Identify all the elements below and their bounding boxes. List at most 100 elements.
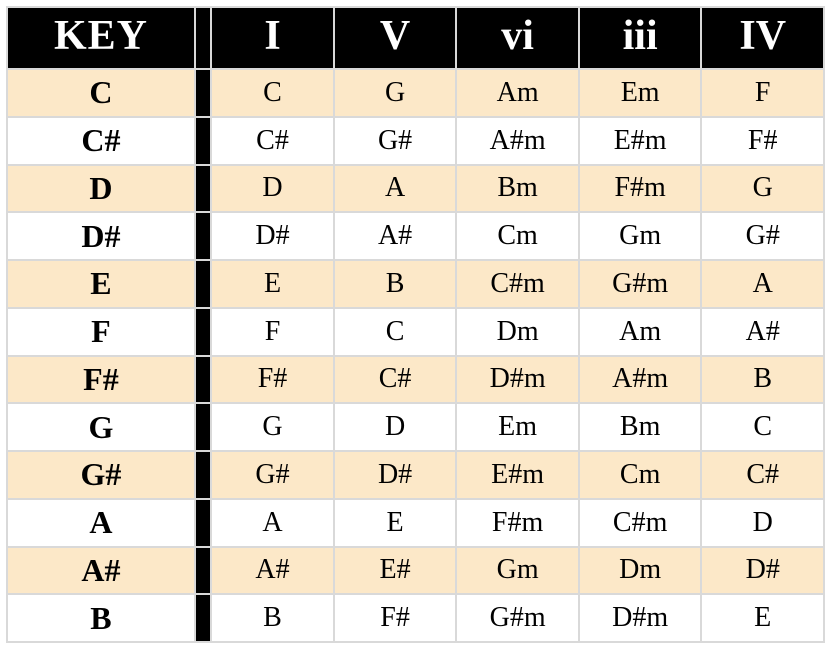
cell-IV: G# (701, 212, 824, 260)
cell-vi: Em (456, 403, 579, 451)
cell-vi: F#m (456, 499, 579, 547)
table-row: D# D# A# Cm Gm G# (7, 212, 824, 260)
cell-gap (195, 499, 211, 547)
cell-gap (195, 403, 211, 451)
table-row: A# A# E# Gm Dm D# (7, 547, 824, 595)
cell-V: B (334, 260, 457, 308)
cell-iii: Gm (579, 212, 702, 260)
table-header: KEY I V vi iii IV (7, 7, 824, 69)
cell-key: G# (7, 451, 195, 499)
cell-I: A# (211, 547, 334, 595)
table-row: G# G# D# E#m Cm C# (7, 451, 824, 499)
cell-vi: E#m (456, 451, 579, 499)
chord-table: KEY I V vi iii IV C C G Am Em F C# (6, 6, 825, 643)
cell-iii: F#m (579, 165, 702, 213)
cell-IV: D (701, 499, 824, 547)
col-header-I: I (211, 7, 334, 69)
cell-V: F# (334, 594, 457, 642)
col-header-vi: vi (456, 7, 579, 69)
col-header-gap (195, 7, 211, 69)
cell-key: F# (7, 356, 195, 404)
cell-IV: A# (701, 308, 824, 356)
cell-IV: A (701, 260, 824, 308)
table-row: C# C# G# A#m E#m F# (7, 117, 824, 165)
cell-gap (195, 356, 211, 404)
cell-I: F# (211, 356, 334, 404)
cell-gap (195, 260, 211, 308)
table-row: D D A Bm F#m G (7, 165, 824, 213)
cell-V: G# (334, 117, 457, 165)
cell-I: A (211, 499, 334, 547)
cell-iii: Cm (579, 451, 702, 499)
cell-key: E (7, 260, 195, 308)
cell-V: C# (334, 356, 457, 404)
cell-I: G (211, 403, 334, 451)
col-header-key: KEY (7, 7, 195, 69)
table-row: C C G Am Em F (7, 69, 824, 117)
cell-I: C# (211, 117, 334, 165)
chord-table-wrap: KEY I V vi iii IV C C G Am Em F C# (6, 6, 825, 643)
cell-IV: F# (701, 117, 824, 165)
cell-V: A (334, 165, 457, 213)
cell-I: E (211, 260, 334, 308)
cell-IV: G (701, 165, 824, 213)
cell-vi: Dm (456, 308, 579, 356)
cell-key: B (7, 594, 195, 642)
cell-vi: Bm (456, 165, 579, 213)
cell-key: D# (7, 212, 195, 260)
cell-gap (195, 212, 211, 260)
cell-iii: Am (579, 308, 702, 356)
cell-gap (195, 308, 211, 356)
cell-V: D# (334, 451, 457, 499)
cell-IV: B (701, 356, 824, 404)
cell-vi: A#m (456, 117, 579, 165)
cell-IV: E (701, 594, 824, 642)
cell-gap (195, 451, 211, 499)
cell-I: C (211, 69, 334, 117)
cell-IV: C (701, 403, 824, 451)
cell-key: C# (7, 117, 195, 165)
cell-V: E (334, 499, 457, 547)
cell-I: D# (211, 212, 334, 260)
cell-gap (195, 547, 211, 595)
cell-gap (195, 117, 211, 165)
col-header-iii: iii (579, 7, 702, 69)
cell-I: B (211, 594, 334, 642)
cell-IV: F (701, 69, 824, 117)
cell-IV: C# (701, 451, 824, 499)
cell-iii: G#m (579, 260, 702, 308)
cell-gap (195, 165, 211, 213)
cell-V: E# (334, 547, 457, 595)
cell-key: A# (7, 547, 195, 595)
cell-V: A# (334, 212, 457, 260)
table-row: G G D Em Bm C (7, 403, 824, 451)
cell-V: G (334, 69, 457, 117)
cell-key: A (7, 499, 195, 547)
cell-V: D (334, 403, 457, 451)
cell-vi: G#m (456, 594, 579, 642)
cell-V: C (334, 308, 457, 356)
table-row: B B F# G#m D#m E (7, 594, 824, 642)
cell-iii: D#m (579, 594, 702, 642)
cell-iii: Bm (579, 403, 702, 451)
cell-iii: A#m (579, 356, 702, 404)
cell-iii: E#m (579, 117, 702, 165)
table-row: E E B C#m G#m A (7, 260, 824, 308)
cell-vi: C#m (456, 260, 579, 308)
cell-vi: Am (456, 69, 579, 117)
cell-gap (195, 594, 211, 642)
cell-vi: Cm (456, 212, 579, 260)
cell-iii: Em (579, 69, 702, 117)
cell-key: C (7, 69, 195, 117)
table-row: A A E F#m C#m D (7, 499, 824, 547)
table-body: C C G Am Em F C# C# G# A#m E#m F# D D (7, 69, 824, 642)
cell-iii: Dm (579, 547, 702, 595)
cell-I: D (211, 165, 334, 213)
cell-key: F (7, 308, 195, 356)
cell-key: G (7, 403, 195, 451)
cell-I: F (211, 308, 334, 356)
cell-I: G# (211, 451, 334, 499)
cell-iii: C#m (579, 499, 702, 547)
cell-vi: D#m (456, 356, 579, 404)
cell-IV: D# (701, 547, 824, 595)
